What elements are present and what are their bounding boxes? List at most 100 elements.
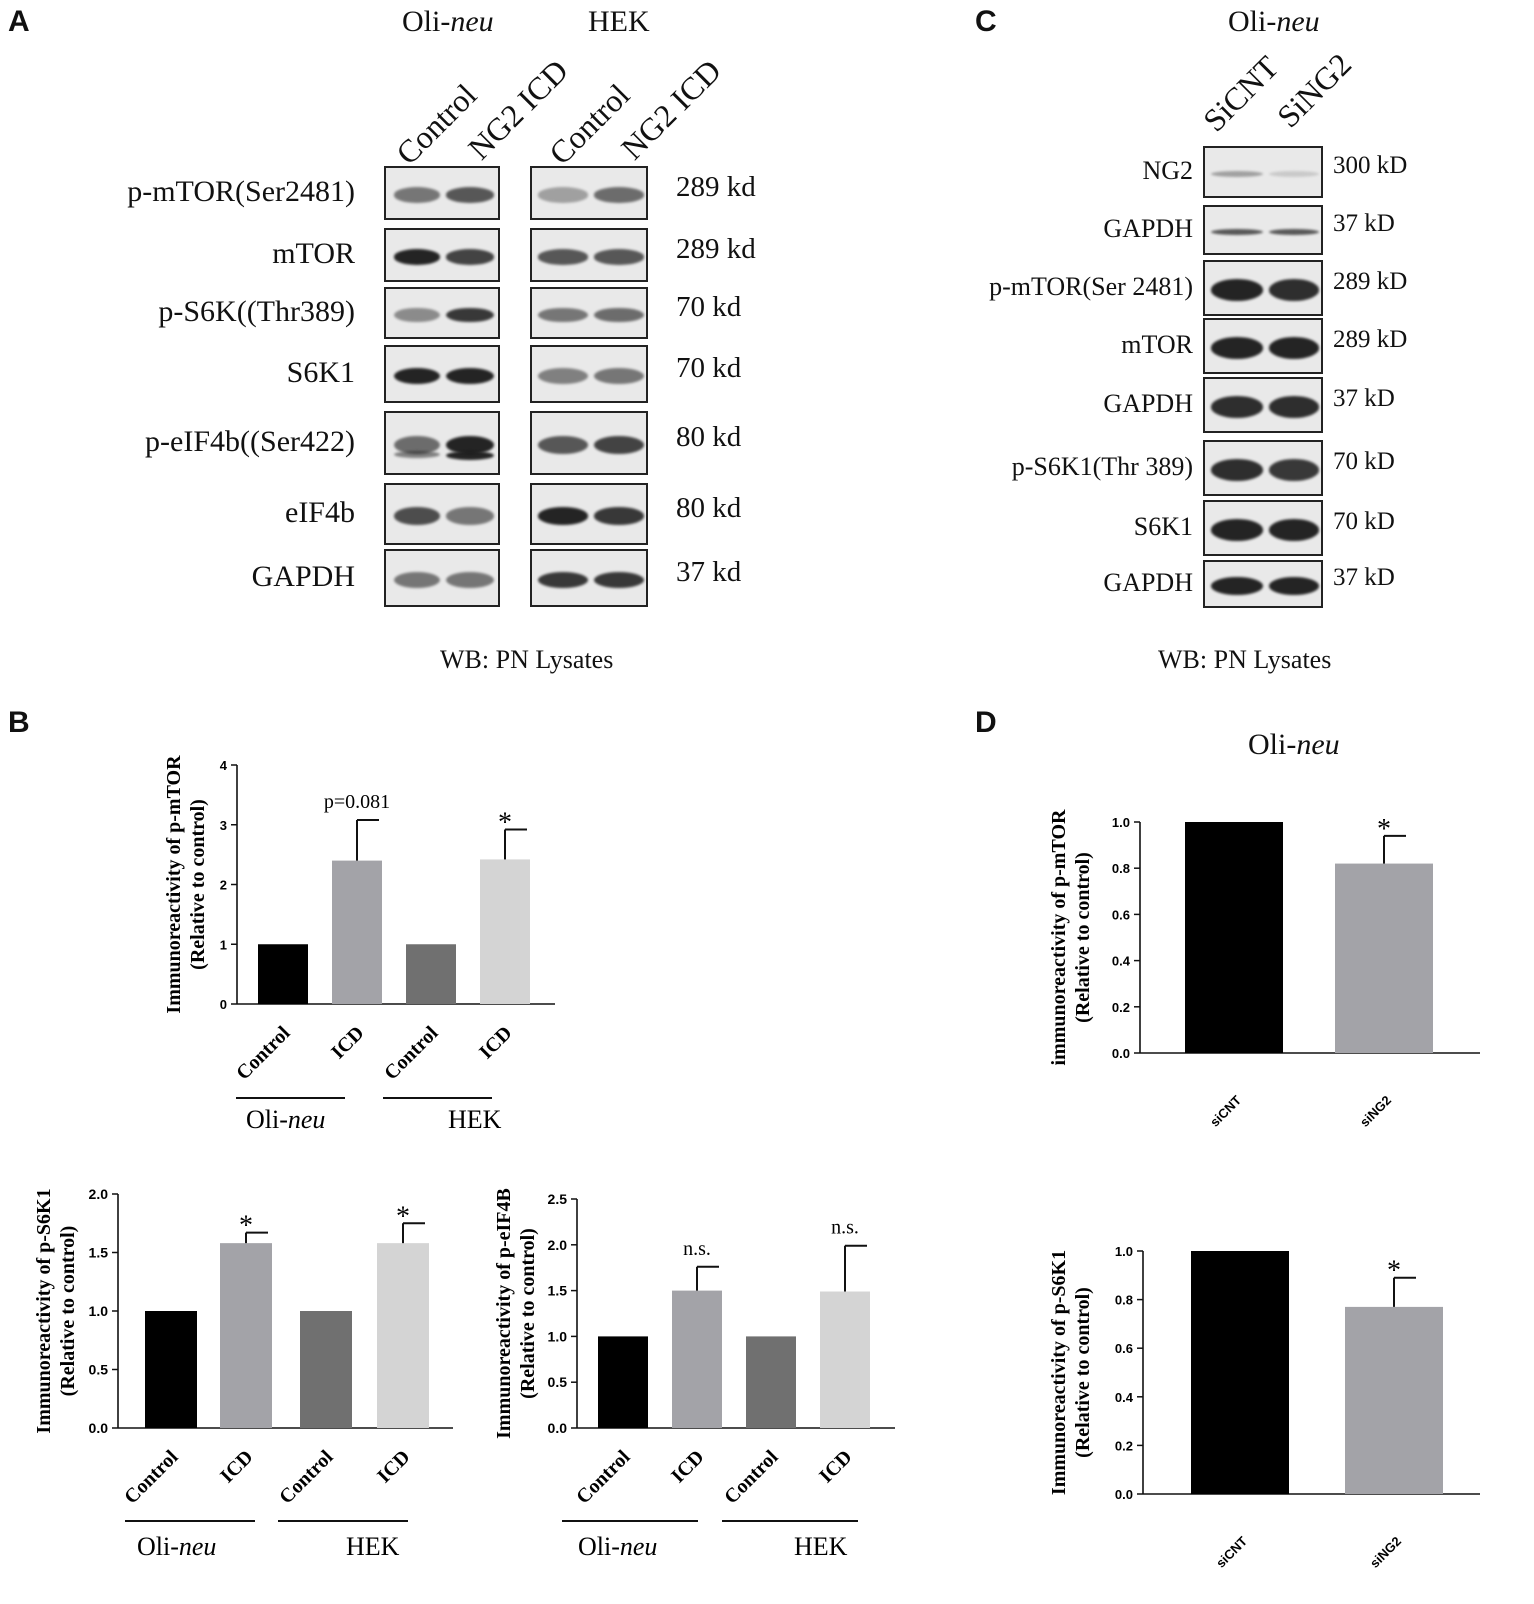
panel-a-header-hek: HEK — [588, 5, 650, 38]
category-label: ICD — [667, 1446, 708, 1487]
group-label: Oli-neu — [578, 1532, 657, 1561]
blot-band — [1269, 396, 1319, 418]
blot-strip — [1203, 205, 1323, 255]
y-axis-label: immunoreactivity of p-mTOR — [1048, 809, 1070, 1065]
significance-annotation: * — [498, 808, 512, 839]
bar — [406, 944, 456, 1004]
y-axis-label: Immunoreactivity of p-S6K1 — [1048, 1250, 1070, 1495]
blot-strip-hek — [530, 345, 648, 403]
blot-strip-hek — [530, 549, 648, 607]
protein-label: mTOR — [1121, 330, 1193, 359]
group-label: Oli-neu — [246, 1105, 325, 1134]
bar — [220, 1243, 272, 1428]
blot-band — [538, 436, 588, 454]
category-label: ICD — [216, 1446, 257, 1487]
y-tick-label: 1.0 — [89, 1303, 109, 1319]
protein-label: p-mTOR(Ser2481) — [127, 175, 355, 208]
blot-band — [538, 187, 588, 203]
molecular-weight-label: 80 kd — [676, 421, 742, 453]
group-label-plain: HEK — [794, 1532, 848, 1561]
panel-letter-a: A — [8, 5, 30, 38]
y-tick-label: 0.4 — [1112, 954, 1131, 969]
molecular-weight-label: 289 kd — [676, 233, 756, 265]
blot-band — [394, 451, 440, 458]
blot-band — [446, 367, 494, 385]
molecular-weight-label: 70 kd — [676, 291, 742, 323]
y-axis-label-secondary: (Relative to control) — [187, 799, 209, 970]
blot-band — [446, 249, 494, 265]
blot-band — [594, 507, 644, 525]
y-tick-label: 0.0 — [1115, 1487, 1133, 1502]
panel-letter-b: B — [8, 706, 30, 739]
group-label-plain: Oli- — [578, 1532, 620, 1561]
blot-band — [446, 571, 494, 589]
significance-annotation: * — [239, 1211, 253, 1242]
y-tick-label: 0.5 — [548, 1374, 568, 1390]
molecular-weight-label: 37 kd — [676, 556, 742, 588]
group-label-italic: neu — [288, 1105, 326, 1134]
molecular-weight-label: 289 kD — [1333, 268, 1408, 295]
category-label: siNG2 — [1357, 1093, 1394, 1130]
protein-label: GAPDH — [1103, 389, 1193, 418]
header-plain: Oli- — [1228, 5, 1277, 38]
y-tick-label: 4 — [220, 758, 228, 773]
blot-strip — [1203, 146, 1323, 198]
panel-letter-c: C — [975, 5, 997, 38]
blot-band — [394, 307, 440, 323]
blot-strip — [1203, 318, 1323, 374]
blot-band — [538, 367, 588, 385]
category-label: ICD — [373, 1446, 414, 1487]
blot-band — [594, 249, 644, 265]
y-tick-label: 2 — [220, 878, 227, 893]
group-label: HEK — [794, 1532, 848, 1561]
group-label: HEK — [346, 1532, 400, 1561]
bar — [377, 1243, 429, 1428]
molecular-weight-label: 70 kD — [1333, 508, 1395, 535]
blot-band — [538, 571, 588, 589]
protein-label: eIF4b — [285, 496, 355, 529]
blot-band — [446, 436, 494, 454]
panel-letter-d: D — [975, 706, 997, 739]
molecular-weight-label: 289 kd — [676, 171, 756, 203]
bar — [598, 1336, 648, 1428]
blot-strip-oli-neu — [384, 411, 500, 475]
category-label: ICD — [815, 1446, 856, 1487]
title-plain: Oli- — [1248, 728, 1297, 761]
blot-band — [594, 367, 644, 385]
blot-strip-hek — [530, 166, 648, 220]
protein-label: mTOR — [272, 237, 355, 270]
bar — [1335, 863, 1433, 1053]
blot-band — [538, 507, 588, 525]
blot-band — [394, 187, 440, 203]
category-label: Control — [120, 1446, 183, 1509]
blot-band — [538, 307, 588, 323]
blot-band — [1269, 229, 1319, 235]
molecular-weight-label: 70 kd — [676, 352, 742, 384]
y-tick-label: 1.5 — [89, 1245, 109, 1261]
blot-strip-oli-neu — [384, 166, 500, 220]
blot-strip-hek — [530, 483, 648, 545]
bar — [1345, 1306, 1443, 1494]
y-tick-label: 0.4 — [1115, 1390, 1134, 1405]
blot-band — [394, 436, 440, 454]
blot-band — [1269, 519, 1319, 541]
molecular-weight-label: 70 kD — [1333, 448, 1395, 475]
blot-band — [394, 367, 440, 385]
blot-band — [594, 187, 644, 203]
blot-band — [538, 249, 588, 265]
y-axis-label-secondary: (Relative to control) — [1072, 1287, 1094, 1458]
blot-strip-hek — [530, 228, 648, 282]
blot-strip-oli-neu — [384, 549, 500, 607]
group-label-plain: Oli- — [246, 1105, 288, 1134]
protein-label: NG2 — [1142, 156, 1193, 185]
y-tick-label: 1 — [220, 937, 227, 952]
significance-annotation: * — [1387, 1256, 1401, 1287]
protein-label: p-S6K1(Thr 389) — [1011, 452, 1193, 481]
protein-label: p-mTOR(Ser 2481) — [989, 272, 1193, 301]
blot-band — [394, 249, 440, 265]
blot-band — [1211, 576, 1263, 596]
y-tick-label: 0.8 — [1115, 1293, 1133, 1308]
protein-label: GAPDH — [1103, 568, 1193, 597]
panel-a-header-oli-neu: Oli-neu — [402, 5, 494, 39]
